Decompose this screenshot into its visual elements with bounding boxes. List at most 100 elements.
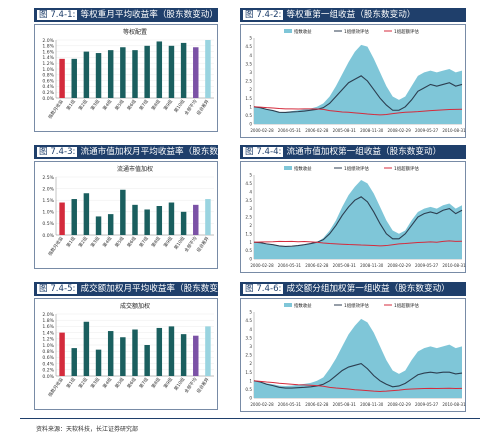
left-panel-1: 图 7.4-1: 等权重月平均收益率（股东数变动） 等权配置 0.0% 0.2% 0.4… [34,8,218,132]
legend-label: 成交额加权 [120,302,150,310]
series-line-group1 [253,196,463,247]
y-tick-label: 4 [249,53,252,58]
bar [168,202,175,235]
bar [156,327,163,376]
x-tick-label: 2010-08-31 [442,263,466,268]
source-note: 资料来源：天软科技，长江证券研究部 [36,426,139,433]
bar [193,204,199,235]
bar [59,58,65,98]
figure-title-text: 等权重第一组收益（股东数变动） [286,10,416,20]
figure-title-text: 等权重月平均收益率（股东数变动） [80,10,218,20]
figure-tag: 图 7.4-5: [37,284,78,294]
y-tick-label: 0 [249,257,252,262]
legend-label: 指数收益 [294,302,312,309]
bar [59,332,65,376]
x-tick-label: 2005-08-31 [333,263,357,268]
y-tick-label: 5 [249,310,252,315]
legend-label: 1组超额评估 [394,302,419,309]
bar-chart: 等权配置 0.0%0.2%0.4%0.6%0.8%1.0%1.2%1.4%1.6%… [34,24,218,132]
legend-label: 1组绩效评估 [344,302,369,309]
bar [132,204,138,235]
legend-swatch [284,166,292,170]
legend-label: 1组超额评估 [394,28,419,35]
bar [180,334,187,376]
bar [132,329,138,376]
y-tick-label: 0.6% [42,355,54,361]
y-tick-label: 1.2% [42,337,54,343]
x-tick-label: 2000-02-28 [250,128,274,133]
y-tick-label: 0 [249,396,252,401]
y-tick-label: 0.8% [42,73,54,79]
bar [120,47,126,98]
x-tick-label: 2009-05-27 [415,128,439,133]
bar [95,53,102,98]
y-tick-label: 2.5 [245,79,252,84]
x-tick-label: 2005-08-31 [333,402,357,407]
figure-title: 图 7.4-6: 成交额分组加权第一组收益（股东数变动） [240,282,466,296]
y-tick-label: 1 [249,378,252,383]
chart-frame [34,24,218,132]
bar [144,345,150,376]
y-tick-label: 1.5 [245,370,252,375]
y-tick-label: 1 [249,104,252,109]
y-tick-label: 0.5 [245,113,252,118]
y-tick-label: 0.4% [42,361,54,367]
legend-swatch [284,303,292,307]
area-line-chart: 0 0.5 1 1.5 2 2.5 3 3.5 4 4.5 5 2000-02-28 2004-05-3… [240,24,466,138]
y-tick-label: 1.4% [42,55,54,61]
y-tick-label: 1.2% [42,61,54,67]
bar [95,349,102,376]
x-tick-label: 2006-02-28 [305,402,329,407]
bar [59,202,65,235]
y-tick-label: 4.5 [245,44,252,49]
figure-title: 图 7.4-5:成交额加权月平均收益率（股东数变动） [34,282,218,296]
y-tick-label: 1.6% [42,324,54,330]
x-tick-label: 2008-02-29 [388,263,412,268]
figure-title-text: 成交额加权月平均收益率（股东数变动） [80,284,218,294]
left-panel-3: 图 7.4-5:成交额加权月平均收益率（股东数变动） 成交额加权 0.0%0.2%… [34,282,218,410]
y-tick-label: 4 [249,189,252,194]
legend-label: 指数收益 [294,28,312,35]
bar [71,58,77,98]
x-tick-label: 2005-08-31 [333,128,357,133]
series-line-excess [253,106,463,116]
footer-divider [20,418,480,419]
legend-label: 等权配置 [123,28,147,36]
bar [107,50,114,98]
y-tick-label: 0.5 [245,248,252,253]
y-tick-label: 1.0% [42,343,54,349]
y-tick-label: 0.5% [42,221,54,227]
series-area-index [254,44,462,124]
series-area-index [254,180,462,259]
bar [83,321,90,376]
y-tick-label: 2 [249,223,252,228]
x-tick-label: 2008-02-29 [388,402,412,407]
x-tick-label: 2010-08-31 [442,128,466,133]
bar [205,40,211,98]
area-line-chart: 0 0.5 1 1.5 2 2.5 3 3.5 4 4.5 5 2000-02-28 2004-05-3… [240,298,466,412]
bar [168,326,175,376]
figure-title: 图 7.4-4: 流通市值加权第一组收益（股东数变动） [240,145,466,159]
series-area-index [254,318,462,398]
legend-swatch [284,29,292,33]
y-tick-label: 2 [249,361,252,366]
y-tick-label: 4.5 [245,181,252,186]
y-tick-label: 1.0% [42,210,54,216]
bar [156,41,163,98]
y-tick-label: 1.6% [42,49,54,55]
series-line-group1 [253,75,463,114]
area-line-chart: 0 0.5 1 1.5 2 2.5 3 3.5 4 4.5 5 2000-02-28 2004-05-3… [240,161,466,273]
y-tick-label: 0.0% [42,374,54,380]
figure-title-text: 流通市值加权月平均收益率（股东数变动） [80,147,218,157]
series-line-excess [253,240,463,247]
figure-tag: 图 7.4-3: [37,147,78,157]
bar [107,214,114,235]
figure-tag: 图 7.4-6: [243,284,284,294]
x-tick-label: 2008-11-30 [360,402,384,407]
y-tick-label: 1.0% [42,67,54,73]
bar [83,51,90,98]
bar [95,216,102,235]
x-tick-label: 2010-08-31 [442,402,466,407]
x-tick-label: 2004-05-31 [278,263,302,268]
